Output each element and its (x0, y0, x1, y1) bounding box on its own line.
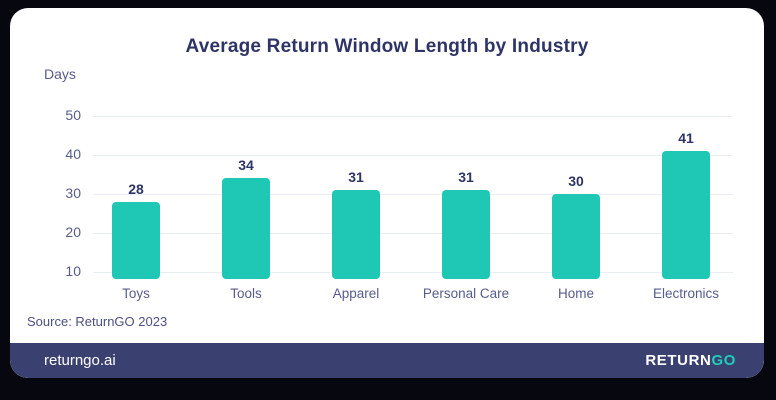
logo-text-return: RETURN (645, 352, 712, 369)
source-attribution: Source: ReturnGO 2023 (27, 314, 168, 329)
y-axis-tick-20: 20 (65, 223, 81, 240)
logo-text-go: GO (711, 352, 736, 369)
gridline-50 (93, 116, 733, 117)
gridline-20 (93, 232, 733, 234)
bar-personal-care (442, 189, 490, 279)
chart-title: Average Return Window Length by Industry (185, 36, 589, 57)
bar-value-label: 41 (678, 129, 694, 146)
footer-website-link[interactable]: returngo.ai (44, 352, 116, 369)
x-axis-category-label: Apparel (332, 286, 380, 301)
bar-electronics (662, 151, 710, 279)
bar-value-label: 30 (568, 172, 584, 189)
bar-value-label: 31 (348, 168, 364, 185)
x-axis-category-label: Electronics (652, 286, 720, 301)
bar-toys (112, 201, 160, 279)
bar-home (552, 193, 600, 279)
y-axis-tick-40: 40 (65, 145, 81, 162)
y-axis-unit-label: Days (44, 66, 76, 82)
bar-value-label: 31 (458, 168, 474, 185)
x-axis-category-label: Toys (122, 286, 150, 301)
y-axis-tick-50: 50 (65, 107, 81, 123)
bar-chart-plot-area: 10 20 30 40 50 28 Toys 34 Tools 31 Apparel 31 Person… (65, 107, 733, 301)
chart-card: Average Return Window Length by Industry… (10, 8, 764, 378)
gridline-30 (93, 193, 733, 195)
x-axis-category-label: Personal Care (422, 286, 510, 301)
x-axis-category-label: Home (557, 286, 594, 301)
gridline-40 (93, 154, 733, 156)
y-axis-tick-30: 30 (65, 184, 81, 201)
bar-tools (222, 178, 270, 279)
bar-value-label: 34 (238, 157, 254, 174)
y-axis-tick-10: 10 (65, 262, 81, 279)
bar-value-label: 28 (128, 180, 144, 197)
gridline-10 (93, 271, 733, 273)
brand-footer-bar: returngo.ai RETURNGO (10, 343, 764, 378)
bar-apparel (332, 189, 380, 279)
x-axis-category-label: Tools (230, 286, 262, 301)
returngo-logo: RETURNGO (645, 352, 736, 369)
